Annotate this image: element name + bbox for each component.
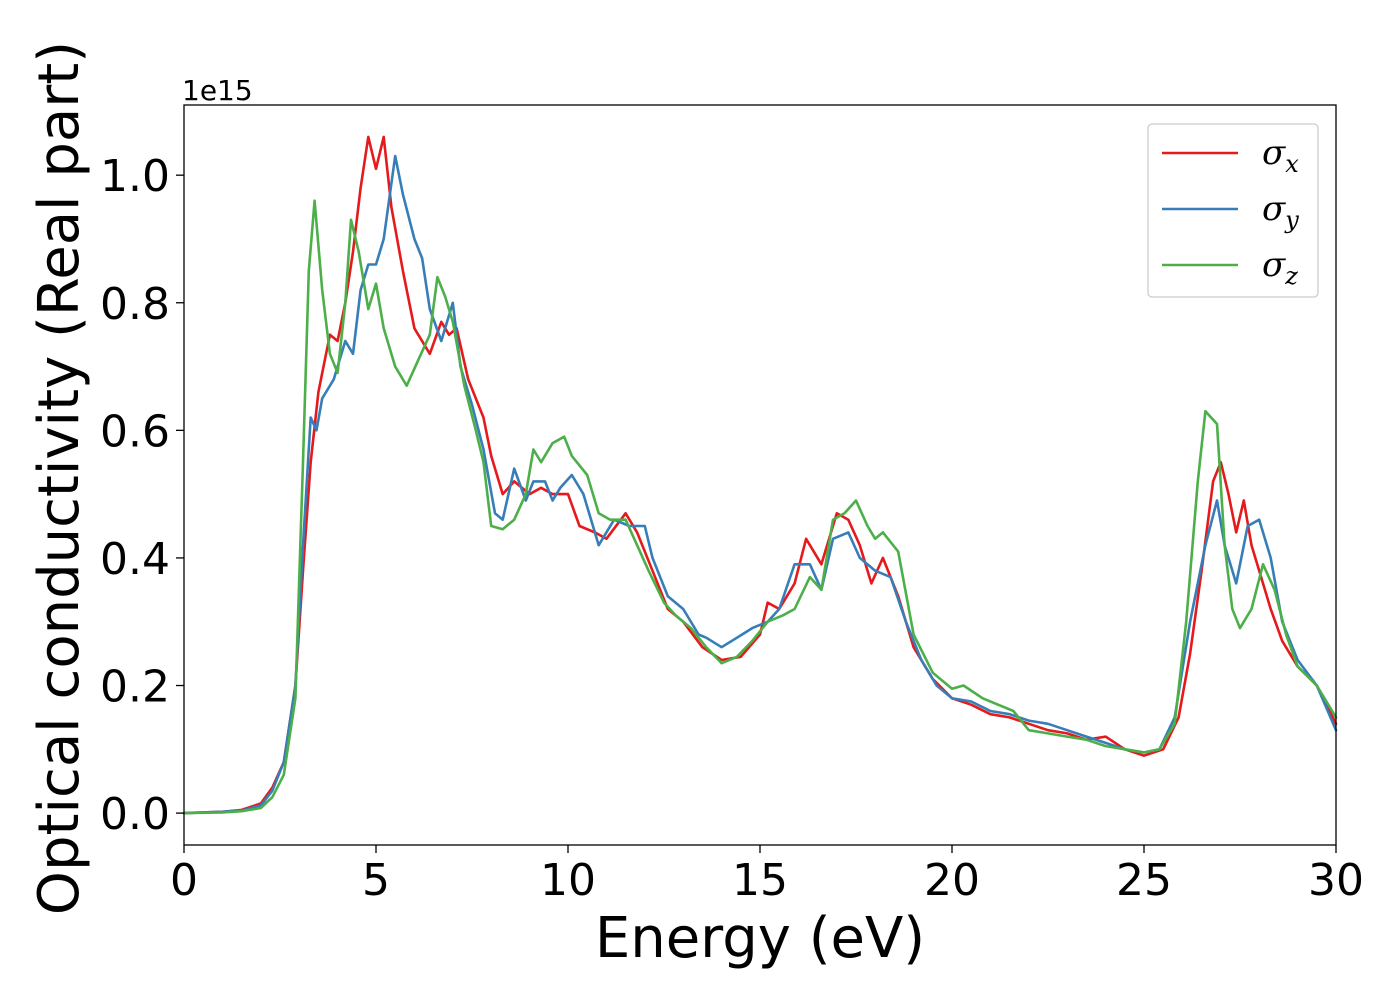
legend-label-sigma-y: σy [1262, 189, 1299, 234]
legend: σx σy σz [1147, 123, 1319, 298]
x-tick-label: 5 [362, 855, 390, 906]
x-axis-title: Energy (eV) [595, 906, 925, 971]
legend-label-sigma-z: σz [1262, 245, 1298, 290]
y-axis-ticks: 0.0 0.2 0.4 0.6 0.8 1.0 [100, 151, 184, 840]
y-tick-label: 0.4 [100, 534, 170, 585]
series-line-sigma-z [182, 199, 1338, 815]
x-axis-ticks: 0 5 10 15 20 25 30 [170, 845, 1364, 906]
x-tick-label: 0 [170, 855, 198, 906]
y-tick-label: 0.2 [100, 662, 170, 713]
legend-frame [1147, 123, 1319, 298]
x-tick-label: 10 [540, 855, 596, 906]
y-axis-title: Optical conductivity (Real part) [27, 41, 92, 915]
series-layer [182, 135, 1338, 815]
x-tick-label: 25 [1116, 855, 1172, 906]
x-tick-label: 20 [924, 855, 980, 906]
x-tick-label: 30 [1308, 855, 1364, 906]
y-axis-offset-text: 1e15 [182, 74, 253, 107]
y-tick-label: 0.8 [100, 279, 170, 330]
y-tick-label: 1.0 [100, 151, 170, 202]
legend-label-sigma-x: σx [1262, 133, 1299, 178]
legend-items: σx σy σz [1162, 133, 1299, 290]
y-tick-label: 0.6 [100, 406, 170, 457]
x-tick-label: 15 [732, 855, 788, 906]
y-tick-label: 0.0 [100, 789, 170, 840]
